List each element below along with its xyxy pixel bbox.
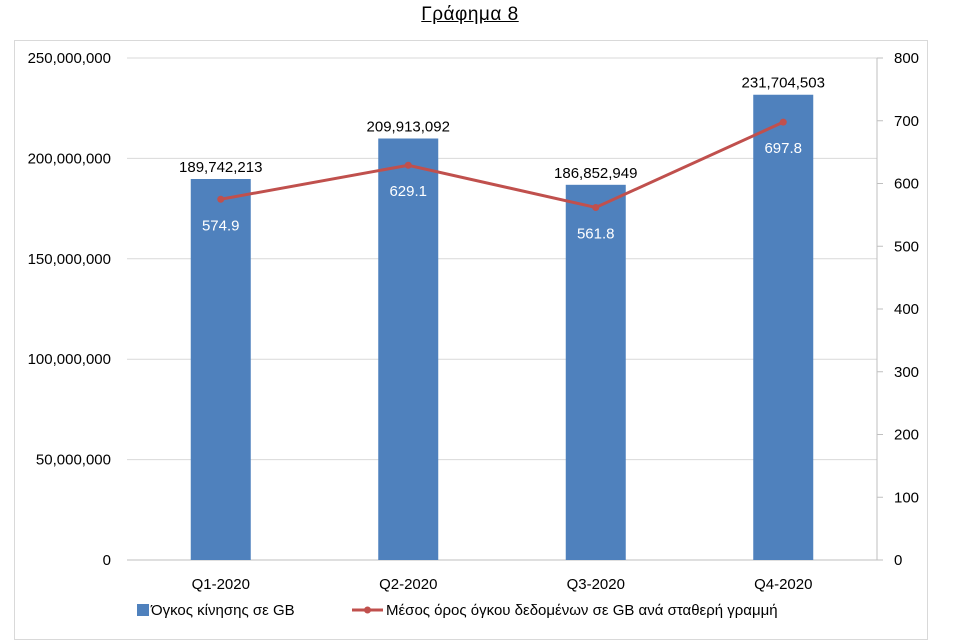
x-tick-label: Q1-2020 xyxy=(192,576,250,593)
line-point xyxy=(779,118,787,126)
y-left-tick-label: 250,000,000 xyxy=(28,50,111,67)
y-right-tick-label: 100 xyxy=(894,489,919,506)
line-point xyxy=(217,195,225,203)
legend-swatch-marker xyxy=(364,606,371,614)
bar xyxy=(378,138,439,560)
axes: 0 50,000,000 100,000,000 150,000,000 200,000… xyxy=(28,50,919,593)
y-right-tick-label: 400 xyxy=(894,301,919,318)
y-right-tick-label: 0 xyxy=(894,552,902,569)
bar-series xyxy=(190,94,814,561)
x-tick-label: Q3-2020 xyxy=(567,576,625,593)
y-right-tick-label: 600 xyxy=(894,176,919,193)
line-point xyxy=(592,203,600,211)
y-right-tick-label: 800 xyxy=(894,50,919,67)
line-series-path xyxy=(220,120,784,210)
y-right-tick-label: 200 xyxy=(894,427,919,444)
y-left-tick-label: 100,000,000 xyxy=(28,351,111,368)
bar xyxy=(753,94,814,560)
bar-data-label: 189,742,213 xyxy=(179,159,262,176)
y-right-tick-label: 300 xyxy=(894,364,919,381)
data-labels: 189,742,213 209,913,092 186,852,949 231,704… xyxy=(179,75,825,243)
bar-data-label: 209,913,092 xyxy=(367,118,450,135)
y-left-tick-label: 50,000,000 xyxy=(36,452,111,469)
y-left-tick-label: 200,000,000 xyxy=(28,150,111,167)
line-point xyxy=(404,161,412,169)
y-left-tick-label: 150,000,000 xyxy=(28,251,111,268)
y-right-tick-label: 700 xyxy=(894,113,919,130)
chart-title: Γράφημα 8 xyxy=(421,4,519,25)
y-right-tick-label: 500 xyxy=(894,238,919,255)
line-data-label: 574.9 xyxy=(202,217,240,234)
line-data-label: 697.8 xyxy=(764,140,802,157)
bar xyxy=(190,178,251,561)
legend: Όγκος κίνησης σε GB Μέσος όρος όγκου δεδο… xyxy=(137,602,778,619)
y-left-tick-label: 0 xyxy=(103,552,111,569)
legend-swatch-bar xyxy=(137,604,149,616)
line-data-label: 561.8 xyxy=(577,225,615,242)
x-tick-label: Q4-2020 xyxy=(754,576,812,593)
bar-data-label: 231,704,503 xyxy=(742,75,825,92)
bar-data-label: 186,852,949 xyxy=(554,165,637,182)
bar xyxy=(565,184,626,560)
line-data-label: 629.1 xyxy=(389,183,427,200)
legend-label-bar: Όγκος κίνησης σε GB xyxy=(150,602,295,619)
x-tick-label: Q2-2020 xyxy=(379,576,437,593)
line-series xyxy=(217,118,787,211)
legend-label-line: Μέσος όρος όγκου δεδομένων σε GB ανά στα… xyxy=(386,602,778,619)
